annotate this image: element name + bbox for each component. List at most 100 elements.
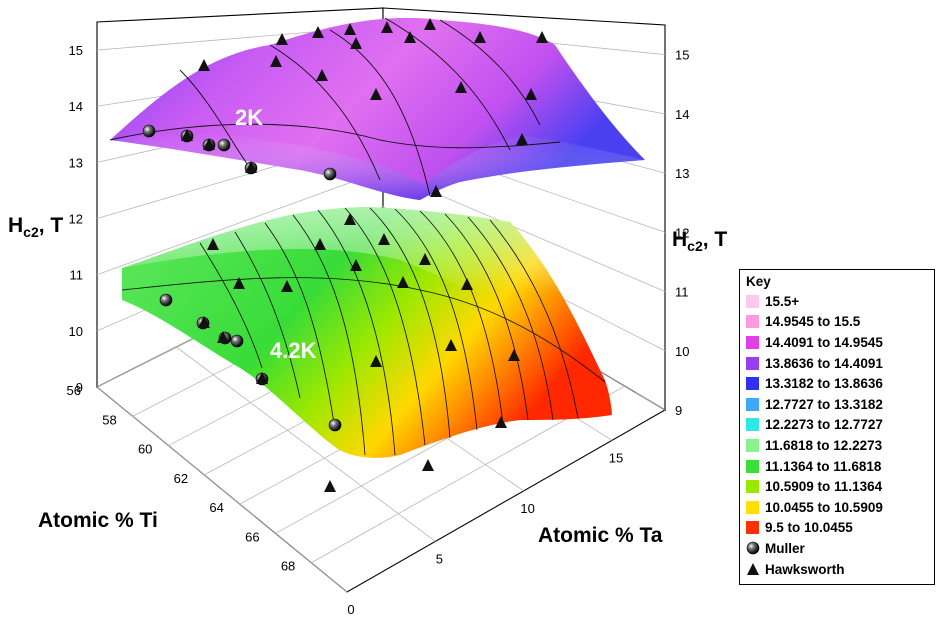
x-tick-label: 58 (102, 412, 116, 427)
surface-4-2k (121, 207, 612, 458)
legend-swatch (746, 459, 759, 473)
hawksworth-marker (455, 81, 467, 93)
surface-label-4-2k: 4.2K (270, 338, 317, 363)
legend-label: 11.1364 to 11.6818 (765, 458, 882, 474)
legend-swatch (746, 438, 759, 452)
z-axis-title-right: Hc2, T (672, 228, 727, 254)
legend: Key 15.5+ 14.9545 to 15.5 14.4091 to 14.95… (739, 269, 935, 585)
hawksworth-marker (350, 259, 362, 271)
axis-ticks: 9 9 10 10 11 11 12 12 13 13 14 14 15 15 56 58 60 62 64 66 68… (67, 43, 690, 617)
hawksworth-marker (516, 133, 528, 145)
muller-marker (230, 334, 244, 348)
hawksworth-marker (344, 23, 356, 35)
z-tick-label-left: 12 (69, 212, 83, 227)
z-tick-label-right: 9 (675, 403, 682, 418)
legend-entry: Hawksworth (746, 559, 928, 580)
hawksworth-marker (370, 88, 382, 100)
hawksworth-marker (312, 26, 324, 38)
hawksworth-marker (422, 459, 434, 471)
surface-2k (109, 17, 645, 200)
data-markers (142, 18, 548, 492)
hawksworth-marker (381, 21, 393, 33)
x-tick-label: 62 (174, 471, 188, 486)
hawksworth-marker (370, 355, 382, 367)
hawksworth-marker (350, 37, 362, 49)
legend-entry: 14.4091 to 14.9545 (746, 332, 928, 353)
hawksworth-marker (245, 161, 257, 173)
legend-swatch (746, 418, 759, 432)
muller-marker (323, 167, 337, 181)
legend-swatch (746, 294, 759, 308)
legend-swatch (746, 480, 759, 494)
hawksworth-marker (424, 18, 436, 30)
hawksworth-marker (198, 59, 210, 71)
z-axis-title-sub: c2 (687, 238, 703, 254)
legend-entry: 11.1364 to 11.6818 (746, 456, 928, 477)
legend-label: 10.0455 to 10.5909 (765, 499, 883, 515)
legend-swatch (746, 377, 759, 391)
hawksworth-marker (270, 55, 282, 67)
legend-entries: 15.5+ 14.9545 to 15.5 14.4091 to 14.9545 13… (746, 291, 928, 579)
hawksworth-marker (445, 339, 457, 351)
y-tick-label: 15 (609, 450, 623, 465)
legend-label: 15.5+ (765, 293, 800, 309)
z-tick-label-right: 10 (675, 344, 689, 359)
legend-swatch (746, 335, 759, 349)
muller-marker (328, 418, 342, 432)
y-tick-label: 0 (347, 602, 354, 617)
hawksworth-marker (344, 213, 356, 225)
legend-entry: 13.8636 to 14.4091 (746, 353, 928, 374)
legend-label: 12.2273 to 12.7727 (765, 417, 883, 433)
muller-marker (217, 138, 231, 152)
legend-swatch (746, 356, 759, 370)
legend-swatch (746, 521, 759, 535)
legend-swatch (746, 315, 759, 329)
legend-title: Key (746, 274, 771, 289)
legend-entry: 12.7727 to 13.3182 (746, 394, 928, 415)
z-tick-label-left: 10 (69, 324, 83, 339)
hawksworth-marker (508, 349, 520, 361)
legend-label: 9.5 to 10.0455 (765, 520, 853, 536)
legend-label: Hawksworth (765, 561, 845, 577)
triangle-icon (746, 562, 760, 576)
legend-label: 14.4091 to 14.9545 (765, 334, 883, 350)
y-axis-title: Atomic % Ta (538, 524, 663, 547)
hawksworth-marker (181, 129, 193, 141)
y-gridline (176, 346, 436, 542)
muller-marker (142, 124, 156, 138)
legend-entry: Muller (746, 538, 928, 559)
hawksworth-marker (203, 138, 215, 150)
x-tick-label: 66 (245, 529, 259, 544)
x-tick-label: 64 (209, 500, 223, 515)
y-tick-label: 10 (520, 501, 534, 516)
legend-swatch (746, 500, 759, 514)
x-axis-title: Atomic % Ti (38, 509, 158, 532)
hawksworth-marker (217, 331, 229, 343)
hawksworth-marker (256, 372, 268, 384)
z-tick-label-right: 12 (675, 225, 689, 240)
surface-label-2k: 2K (235, 105, 263, 130)
hawksworth-marker (276, 33, 288, 45)
hawksworth-marker (495, 416, 507, 428)
x-tick-label: 68 (281, 559, 295, 574)
x-tick-label: 60 (138, 442, 152, 457)
hawksworth-marker (198, 316, 210, 328)
z-tick-label-left: 15 (69, 43, 83, 58)
z-tick-label-left: 11 (70, 268, 84, 283)
z-tick-label-left: 13 (69, 155, 83, 170)
legend-entry: 12.2273 to 12.7727 (746, 415, 928, 436)
hawksworth-marker (207, 238, 219, 250)
hawksworth-marker (316, 69, 328, 81)
hawksworth-marker (536, 31, 548, 43)
hawksworth-marker (419, 253, 431, 265)
y-tick-label: 5 (436, 551, 443, 566)
legend-label: 10.5909 to 11.1364 (765, 479, 883, 495)
hawksworth-marker (525, 88, 537, 100)
muller-marker (159, 293, 173, 307)
z-axis-title-main: H (8, 214, 23, 237)
z-tick-label-right: 15 (675, 48, 689, 63)
legend-label: 14.9545 to 15.5 (765, 314, 861, 330)
hawksworth-marker (233, 277, 245, 289)
x-tick-label: 56 (67, 383, 81, 398)
z-tick-label-left: 14 (69, 99, 83, 114)
